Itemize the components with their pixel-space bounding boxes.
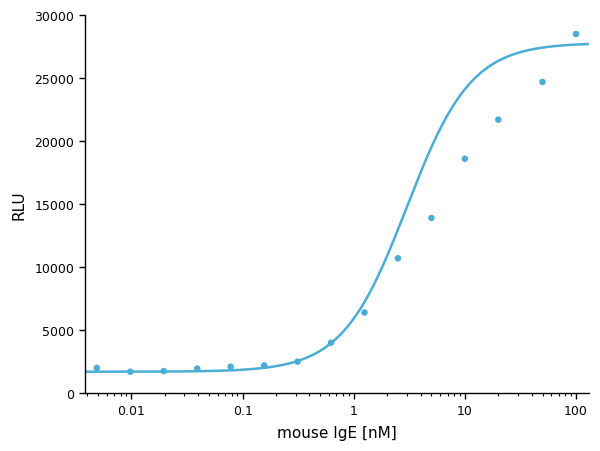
Point — [538, 79, 547, 86]
Point — [493, 117, 503, 124]
Point — [427, 215, 436, 222]
Point — [460, 156, 470, 163]
Point — [226, 363, 235, 370]
Point — [259, 362, 269, 369]
Point — [359, 309, 369, 317]
Point — [326, 339, 336, 346]
Point — [193, 365, 202, 373]
X-axis label: mouse IgE [nM]: mouse IgE [nM] — [277, 425, 397, 440]
Point — [159, 368, 169, 375]
Point — [571, 31, 581, 38]
Point — [125, 368, 135, 376]
Point — [393, 255, 403, 262]
Point — [293, 358, 302, 365]
Point — [92, 364, 101, 372]
Y-axis label: RLU: RLU — [11, 190, 26, 220]
